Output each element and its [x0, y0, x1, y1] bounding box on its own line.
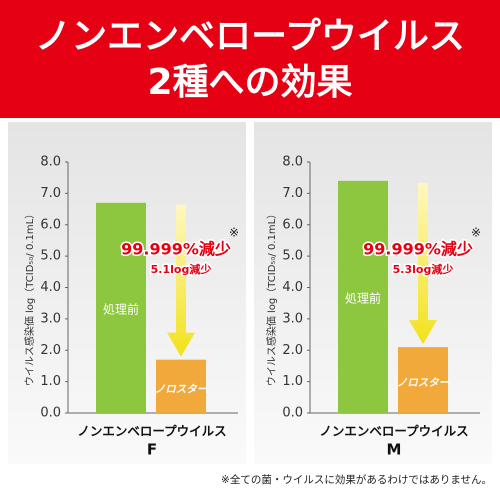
- x-axis-label: ノンエンベロープウイルス: [319, 424, 468, 439]
- footnote: ※全ての菌・ウイルスに効果があるわけではありません。: [221, 473, 492, 486]
- bar: [338, 180, 388, 413]
- title: 2種への効果: [147, 62, 352, 103]
- arrow: [167, 204, 195, 357]
- y-tick-label: 8.0: [40, 155, 61, 170]
- x-axis-name: M: [387, 441, 402, 459]
- annotation: 99.999%減少: [363, 240, 473, 259]
- annotation: ※: [229, 226, 239, 240]
- y-tick-label: 0.0: [40, 406, 61, 421]
- y-tick-label: 0.0: [282, 406, 303, 421]
- bar-label: 処理前: [345, 290, 381, 305]
- y-axis-label: ウイルス感染価 log（TCID₅₀/ 0.1mL）: [23, 209, 36, 386]
- y-tick-label: 1.0: [40, 374, 61, 389]
- x-axis-name: F: [147, 441, 157, 459]
- bar-label: 処理前: [103, 301, 139, 316]
- y-tick-label: 2.0: [282, 343, 303, 358]
- y-tick-label: 2.0: [40, 343, 61, 358]
- y-tick-label: 6.0: [282, 217, 303, 232]
- y-tick-label: 5.0: [282, 249, 303, 264]
- y-axis-label: ウイルス感染価 log（TCID₅₀/ 0.1mL）: [265, 209, 278, 386]
- y-tick-label: 5.0: [40, 249, 61, 264]
- bar: [398, 347, 448, 413]
- annotation: 99.999%減少: [121, 240, 231, 259]
- bar-label: ノロスター: [155, 383, 208, 395]
- annotation: 5.1log減少: [151, 262, 212, 276]
- bar: [96, 202, 146, 413]
- annotation: 5.3log減少: [393, 262, 454, 276]
- x-axis-label: ノンエンベロープウイルス: [77, 424, 226, 439]
- y-tick-label: 4.0: [282, 280, 303, 295]
- y-tick-label: 6.0: [40, 217, 61, 232]
- bar-label: ノロスター: [397, 377, 450, 389]
- arrow: [409, 182, 437, 345]
- bar: [156, 359, 206, 413]
- title: ノンエンベロープウイルス: [35, 16, 465, 57]
- y-tick-label: 1.0: [282, 374, 303, 389]
- y-tick-label: 7.0: [282, 186, 303, 201]
- y-tick-label: 3.0: [40, 311, 61, 326]
- annotation: ※: [471, 226, 481, 240]
- y-tick-label: 8.0: [282, 155, 303, 170]
- y-tick-label: 4.0: [40, 280, 61, 295]
- y-tick-label: 7.0: [40, 186, 61, 201]
- y-tick-label: 3.0: [282, 311, 303, 326]
- header-band: [0, 0, 500, 118]
